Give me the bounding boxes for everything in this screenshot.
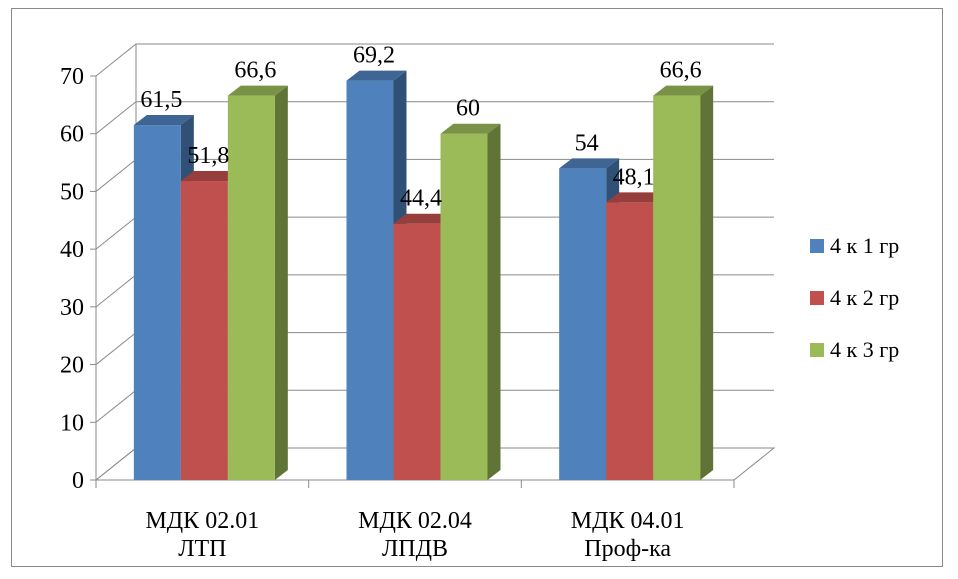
bar-front — [393, 223, 441, 480]
bar-side — [274, 85, 288, 480]
bar-front — [180, 181, 228, 481]
bar-top — [180, 171, 241, 182]
data-label: 44,4 — [400, 186, 442, 212]
gridline — [95, 101, 774, 135]
bar-top — [653, 85, 714, 96]
bar-top — [393, 213, 454, 224]
bar-top — [227, 85, 288, 96]
bar-top — [559, 158, 620, 169]
gridline — [95, 43, 774, 77]
category-label: МДК 02.01 — [145, 508, 259, 534]
y-tick-label: 40 — [60, 237, 84, 263]
bar-front — [653, 95, 701, 480]
legend: 4 к 1 гр 4 к 2 гр 4 к 3 гр — [810, 233, 899, 362]
bar-side — [700, 85, 714, 480]
y-tick-label: 20 — [60, 353, 84, 379]
data-label: 66,6 — [660, 58, 702, 84]
category-label: МДК 04.01 — [571, 508, 685, 534]
y-tick-label: 60 — [60, 122, 84, 148]
legend-label: 4 к 2 гр — [830, 285, 899, 310]
y-tick-label: 70 — [60, 64, 84, 90]
bar-top — [133, 115, 194, 126]
y-tick-label: 50 — [60, 179, 84, 205]
bars — [133, 70, 714, 481]
bar-front — [559, 168, 607, 481]
data-labels: 61,5 51,8 66,6 69,2 44,4 60 54 48,1 66,6 — [140, 43, 701, 212]
data-label: 69,2 — [353, 43, 395, 69]
category-label: Проф-ка — [584, 536, 671, 562]
y-tick-label: 30 — [60, 295, 84, 321]
legend-swatch — [810, 343, 824, 357]
legend-label: 4 к 1 гр — [830, 233, 899, 258]
bar-front — [606, 202, 654, 480]
data-label: 48,1 — [613, 164, 655, 190]
category-label: ЛПДВ — [382, 536, 448, 562]
legend-swatch — [810, 239, 824, 253]
legend-label: 4 к 3 гр — [830, 337, 899, 362]
bar-side — [487, 123, 501, 480]
bar-top — [606, 192, 667, 203]
data-label: 61,5 — [140, 87, 182, 113]
y-tick-label: 0 — [72, 468, 84, 494]
bar-front — [346, 80, 394, 481]
bar-front — [133, 125, 181, 481]
data-label: 51,8 — [187, 143, 229, 169]
bar — [440, 123, 501, 480]
bar-top — [440, 123, 501, 134]
bar-top — [346, 70, 407, 81]
bar — [653, 85, 714, 480]
legend-swatch — [810, 291, 824, 305]
data-label: 54 — [575, 130, 599, 156]
bar-front — [227, 95, 275, 480]
data-label: 60 — [456, 96, 480, 122]
bar — [227, 85, 288, 480]
category-label: МДК 02.04 — [358, 508, 472, 534]
bar-front — [440, 133, 488, 480]
y-tick-label: 10 — [60, 410, 84, 436]
category-label: ЛТП — [178, 536, 226, 562]
data-label: 66,6 — [234, 58, 276, 84]
